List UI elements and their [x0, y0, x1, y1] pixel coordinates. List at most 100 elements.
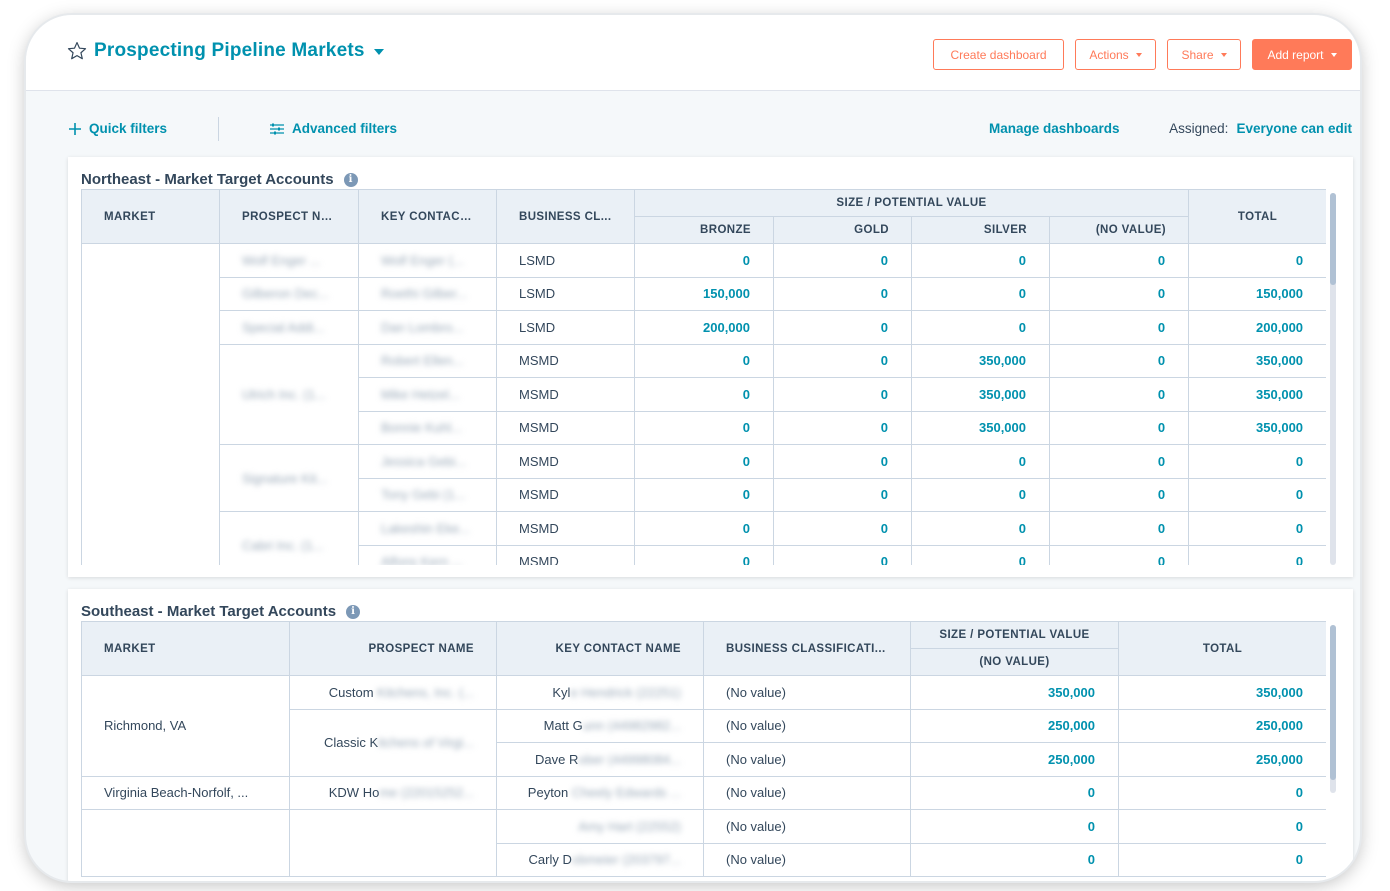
- actions-button[interactable]: Actions: [1075, 39, 1156, 70]
- gold-cell: 0: [773, 511, 912, 546]
- contact-cell[interactable]: Carly Dobmeier (203797...: [496, 842, 704, 877]
- share-button[interactable]: Share: [1167, 39, 1241, 70]
- bronze-cell: 0: [634, 410, 774, 445]
- contact-cell[interactable]: Matt Gunn (44982982...: [496, 708, 704, 743]
- col-header-novalue[interactable]: (NO VALUE): [1048, 216, 1190, 244]
- dashboard-window: Prospecting Pipeline Markets Create dash…: [26, 15, 1360, 881]
- contact-cell[interactable]: Amy Hart (22552): [496, 809, 704, 844]
- contact-cell[interactable]: Tony Gebi (1...: [358, 477, 497, 512]
- col-header-gold[interactable]: GOLD: [773, 216, 912, 244]
- prospect-cell[interactable]: Special Addi...: [219, 310, 359, 345]
- northeast-scrollbar[interactable]: [1330, 193, 1336, 565]
- favorite-star-icon[interactable]: [66, 40, 88, 62]
- market-cell[interactable]: Virginia Beach-Norfolf, ...: [81, 775, 290, 810]
- gold-cell: 0: [773, 544, 912, 565]
- col-header-silver[interactable]: SILVER: [911, 216, 1050, 244]
- table-row: Amy Hart (22552) (No value) 0 0: [81, 809, 1326, 877]
- contact-name-visible: Matt G: [543, 718, 583, 734]
- assigned-label: Assigned:: [1169, 121, 1229, 136]
- contact-cell[interactable]: Roethi Gilber...: [358, 276, 497, 311]
- col-header-prospect[interactable]: PROSPECT NA...: [219, 189, 359, 244]
- contact-cell[interactable]: Jessica Gebi...: [358, 444, 497, 479]
- caret-down-icon: [1330, 52, 1337, 57]
- southeast-report-panel: Southeast - Market Target Accounts i MAR…: [68, 589, 1353, 881]
- total-cell: 250,000: [1118, 708, 1326, 743]
- contact-cell[interactable]: Kyle Hendrick (22251): [496, 675, 704, 710]
- actions-label: Actions: [1089, 47, 1129, 62]
- contact-cell[interactable]: Wolf Enger (...: [358, 243, 497, 278]
- col-header-total[interactable]: TOTAL: [1188, 189, 1326, 244]
- col-header-contact[interactable]: KEY CONTACT NAME: [496, 621, 704, 676]
- scrollbar-thumb[interactable]: [1330, 625, 1336, 780]
- novalue-cell: 0: [1048, 544, 1190, 565]
- prospect-cell[interactable]: Cabri Inc. (1...: [219, 511, 359, 565]
- chevron-down-icon[interactable]: [373, 49, 384, 55]
- create-dashboard-button[interactable]: Create dashboard: [933, 39, 1064, 70]
- novalue-cell: 0: [1048, 377, 1190, 412]
- total-cell: 0: [1188, 544, 1326, 565]
- contact-name-blurred: ober (44998084...: [578, 751, 681, 767]
- table-row: Virginia Beach-Norfolf, ... KDW Home (22…: [81, 775, 1326, 810]
- contact-cell[interactable]: Dave Rober (44998084...: [496, 742, 704, 777]
- sliders-icon: [270, 123, 284, 134]
- prospect-cell[interactable]: Classic Kitchens of Virgi...: [289, 708, 497, 777]
- col-header-market[interactable]: MARKET: [81, 621, 290, 676]
- total-cell: 150,000: [1188, 276, 1326, 311]
- assigned-value-link[interactable]: Everyone can edit: [1236, 121, 1352, 136]
- add-report-button[interactable]: Add report: [1252, 39, 1352, 70]
- contact-cell[interactable]: Bonnie Kuhl...: [358, 410, 497, 445]
- prospect-cell[interactable]: Gilberon Dec...: [219, 276, 359, 311]
- silver-cell: 350,000: [911, 410, 1050, 445]
- total-cell: 0: [1118, 775, 1326, 810]
- col-header-business[interactable]: BUSINESS CL...: [496, 189, 635, 244]
- class-cell: LSMD: [496, 243, 635, 278]
- advanced-filters-button[interactable]: Advanced filters: [270, 121, 397, 136]
- southeast-scrollbar[interactable]: [1330, 625, 1336, 793]
- contact-cell[interactable]: Alfons Kern ...: [358, 544, 497, 565]
- prospect-cell[interactable]: Signature Kit...: [219, 444, 359, 512]
- northeast-title-text: Northeast - Market Target Accounts: [81, 171, 334, 188]
- col-header-business[interactable]: BUSINESS CLASSIFICATI...: [703, 621, 911, 676]
- table-row: Carly Dobmeier (203797... (No value) 0 0: [82, 842, 1326, 877]
- contact-cell[interactable]: Lakeshin Eke...: [358, 511, 497, 546]
- table-row: Cabri Inc. (1... Lakeshin Eke... MSMD 0 …: [82, 511, 1326, 565]
- prospect-cell[interactable]: Ulrich Inc. (1...: [219, 343, 359, 445]
- prospect-cell[interactable]: Custom Kitchens, Inc. (...: [289, 675, 497, 710]
- scrollbar-thumb[interactable]: [1330, 193, 1336, 285]
- contact-name-visible: Dave R: [535, 751, 579, 767]
- col-header-size: SIZE / POTENTIAL VALUE: [633, 189, 1190, 217]
- col-header-novalue[interactable]: (NO VALUE): [910, 648, 1119, 676]
- silver-cell: 0: [911, 310, 1050, 345]
- contact-cell[interactable]: Mike Hetzel...: [358, 377, 497, 412]
- contact-name-blurred: Cheely Edwards ...: [568, 785, 681, 801]
- col-header-market[interactable]: MARKET: [81, 189, 220, 244]
- novalue-cell: 0: [1048, 343, 1190, 378]
- info-icon[interactable]: i: [346, 604, 361, 619]
- total-cell: 350,000: [1188, 410, 1326, 445]
- col-header-prospect[interactable]: PROSPECT NAME: [289, 621, 497, 676]
- table-row: Alfons Kern ... MSMD 0 0 0 0 0: [82, 544, 1326, 565]
- bronze-cell: 0: [634, 477, 774, 512]
- info-icon[interactable]: i: [343, 172, 358, 187]
- dashboard-title[interactable]: Prospecting Pipeline Markets: [94, 40, 365, 61]
- dashboard-title-area[interactable]: Prospecting Pipeline Markets: [66, 40, 384, 62]
- contact-cell[interactable]: Robert Ellen...: [358, 343, 497, 378]
- contact-cell[interactable]: Peyton Cheely Edwards ...: [496, 775, 704, 810]
- caret-down-icon: [1135, 52, 1142, 57]
- southeast-table-container: MARKET PROSPECT NAME KEY CONTACT NAME BU…: [81, 621, 1326, 881]
- northeast-report-title[interactable]: Northeast - Market Target Accounts i: [81, 171, 358, 188]
- col-header-bronze[interactable]: BRONZE: [634, 216, 774, 244]
- col-header-contact[interactable]: KEY CONTACT...: [358, 189, 497, 244]
- quick-filters-button[interactable]: Quick filters: [69, 121, 167, 136]
- contact-name-blurred: obmeier (203797...: [571, 852, 681, 868]
- northeast-report-panel: Northeast - Market Target Accounts i MAR…: [68, 157, 1353, 577]
- novalue-cell: 350,000: [910, 675, 1119, 710]
- manage-dashboards-link[interactable]: Manage dashboards: [989, 121, 1120, 136]
- southeast-report-title[interactable]: Southeast - Market Target Accounts i: [81, 603, 361, 620]
- prospect-name-blurred: Kitchens, Inc. (...: [373, 684, 474, 700]
- prospect-cell[interactable]: KDW Home (22015252...: [289, 775, 497, 810]
- prospect-cell[interactable]: Wolf Enger ...: [219, 243, 359, 278]
- contact-cell[interactable]: Dan Lombro...: [358, 310, 497, 345]
- col-header-total[interactable]: TOTAL: [1118, 621, 1326, 676]
- market-cell[interactable]: Richmond, VA: [81, 675, 290, 777]
